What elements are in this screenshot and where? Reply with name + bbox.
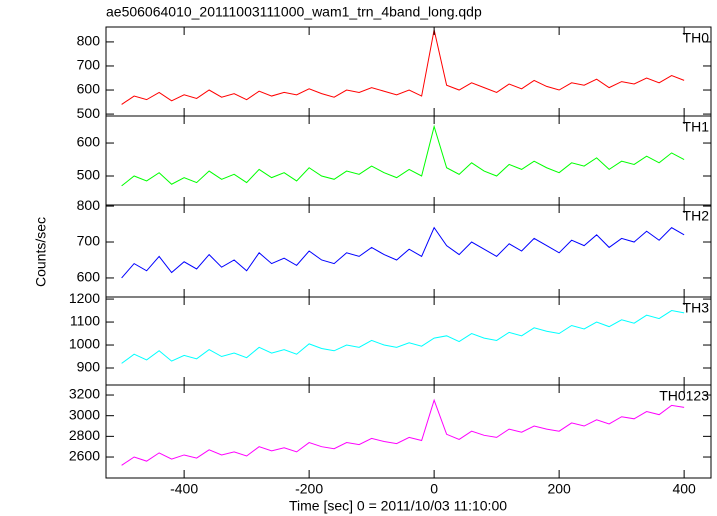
panel-label: TH0123 bbox=[659, 388, 709, 404]
panel-frame bbox=[105, 384, 712, 479]
y-tick-label: 1100 bbox=[70, 313, 100, 329]
x-tick-label: 0 bbox=[430, 481, 438, 497]
y-tick-label: 2600 bbox=[69, 448, 100, 464]
panel-frame bbox=[105, 296, 712, 386]
y-tick-label: 1000 bbox=[69, 336, 100, 352]
panel-frame bbox=[105, 115, 712, 206]
y-tick-label: 700 bbox=[77, 57, 101, 73]
panel-frame bbox=[105, 26, 712, 117]
x-tick-label: -200 bbox=[295, 481, 323, 497]
y-tick-label: 3200 bbox=[69, 386, 100, 402]
x-axis-label: Time [sec] 0 = 2011/10/03 11:10:00 bbox=[289, 498, 507, 514]
y-tick-label: 800 bbox=[77, 197, 101, 213]
y-tick-label: 500 bbox=[77, 167, 101, 183]
data-line bbox=[121, 29, 685, 105]
y-tick-label: 1200 bbox=[69, 290, 100, 306]
panel-label: TH3 bbox=[683, 300, 710, 316]
y-tick-label: 3000 bbox=[69, 406, 100, 422]
panel-label: TH2 bbox=[683, 208, 710, 224]
y-axis-label: Counts/sec bbox=[33, 217, 49, 287]
y-tick-label: 2800 bbox=[69, 427, 100, 443]
y-tick-label: 500 bbox=[77, 105, 101, 121]
y-tick-label: 600 bbox=[77, 134, 101, 150]
y-tick-label: 600 bbox=[77, 269, 101, 285]
panel-label: TH0 bbox=[683, 30, 710, 46]
chart-title: ae506064010_20111003111000_wam1_trn_4ban… bbox=[106, 4, 482, 20]
y-tick-label: 600 bbox=[77, 81, 101, 97]
data-line bbox=[121, 310, 685, 364]
panel-label: TH1 bbox=[683, 119, 710, 135]
y-tick-label: 800 bbox=[77, 33, 101, 49]
x-tick-label: 400 bbox=[672, 481, 696, 497]
panel-frame bbox=[105, 204, 712, 298]
y-tick-label: 700 bbox=[77, 233, 101, 249]
x-tick-label: -400 bbox=[170, 481, 198, 497]
data-line bbox=[121, 226, 685, 279]
y-tick-label: 900 bbox=[77, 359, 101, 375]
x-tick-label: 200 bbox=[547, 481, 571, 497]
data-line bbox=[121, 398, 685, 466]
data-line bbox=[121, 124, 685, 187]
